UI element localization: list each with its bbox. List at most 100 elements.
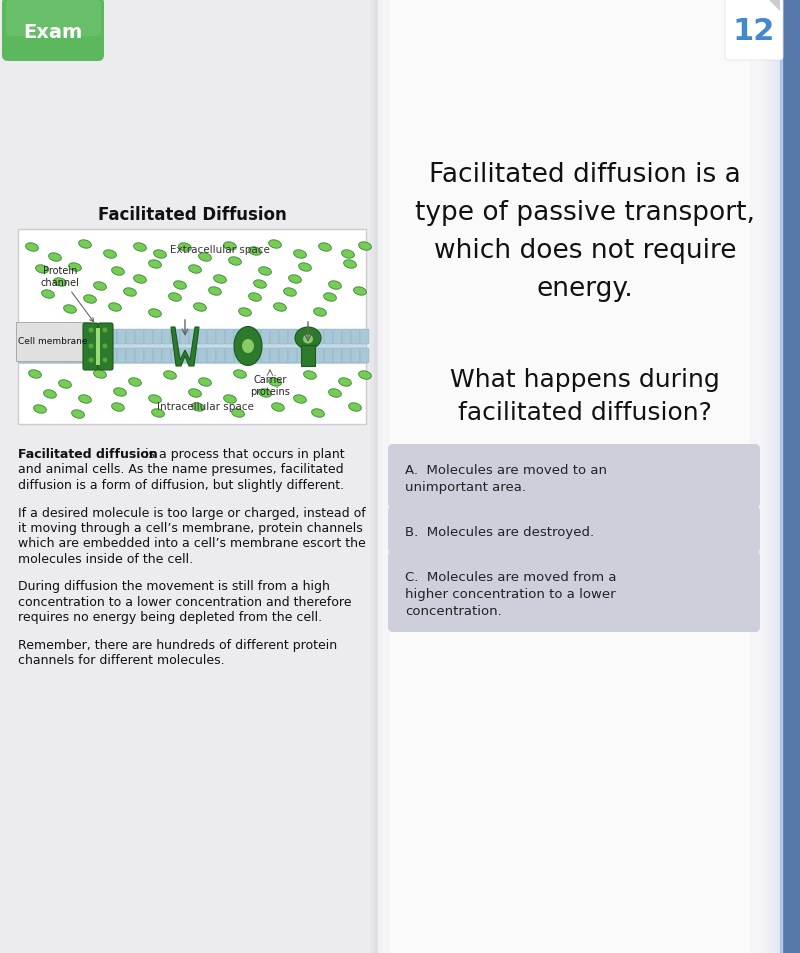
Bar <box>375 0 376 953</box>
Ellipse shape <box>284 289 296 297</box>
Ellipse shape <box>229 257 242 266</box>
FancyBboxPatch shape <box>36 330 45 345</box>
Text: Facilitated diffusion: Facilitated diffusion <box>18 448 158 460</box>
FancyBboxPatch shape <box>279 349 288 364</box>
FancyBboxPatch shape <box>297 349 306 364</box>
Text: facilitated diffusion?: facilitated diffusion? <box>458 400 712 424</box>
Text: energy.: energy. <box>537 275 634 302</box>
FancyBboxPatch shape <box>54 349 63 364</box>
Polygon shape <box>171 328 199 367</box>
Text: unimportant area.: unimportant area. <box>405 480 526 494</box>
Ellipse shape <box>134 275 146 284</box>
Ellipse shape <box>224 395 236 404</box>
Text: A.  Molecules are moved to an: A. Molecules are moved to an <box>405 463 607 476</box>
FancyBboxPatch shape <box>144 330 153 345</box>
FancyBboxPatch shape <box>108 330 117 345</box>
Text: Facilitated diffusion is a: Facilitated diffusion is a <box>429 162 741 188</box>
Ellipse shape <box>289 275 302 284</box>
Text: What happens during: What happens during <box>450 368 720 392</box>
Text: Cell membrane: Cell membrane <box>18 337 88 346</box>
FancyBboxPatch shape <box>54 330 63 345</box>
Ellipse shape <box>26 244 38 252</box>
FancyBboxPatch shape <box>342 330 351 345</box>
FancyBboxPatch shape <box>162 330 171 345</box>
Bar <box>771 0 772 953</box>
Bar <box>0 0 370 953</box>
Text: Facilitated Diffusion: Facilitated Diffusion <box>98 206 286 224</box>
FancyBboxPatch shape <box>315 330 324 345</box>
FancyBboxPatch shape <box>234 330 243 345</box>
FancyBboxPatch shape <box>306 330 315 345</box>
Bar <box>377 0 378 953</box>
Ellipse shape <box>169 294 182 302</box>
Text: C.  Molecules are moved from a: C. Molecules are moved from a <box>405 571 617 583</box>
Ellipse shape <box>338 378 351 387</box>
Text: 12: 12 <box>733 16 775 46</box>
FancyBboxPatch shape <box>90 330 99 345</box>
Text: Extracellular space: Extracellular space <box>170 245 270 254</box>
Ellipse shape <box>298 264 311 272</box>
Ellipse shape <box>234 371 246 378</box>
Bar <box>763 0 764 953</box>
Bar <box>783 0 800 953</box>
Bar <box>762 0 763 953</box>
Ellipse shape <box>258 390 271 397</box>
Bar <box>767 0 768 953</box>
FancyBboxPatch shape <box>388 552 760 633</box>
FancyBboxPatch shape <box>207 349 216 364</box>
Ellipse shape <box>198 378 211 387</box>
Text: which does not require: which does not require <box>434 237 736 264</box>
FancyBboxPatch shape <box>198 349 207 364</box>
Ellipse shape <box>272 403 284 412</box>
Ellipse shape <box>238 309 251 317</box>
Bar <box>764 0 765 953</box>
FancyBboxPatch shape <box>153 349 162 364</box>
Ellipse shape <box>84 295 96 304</box>
Bar <box>379 0 380 953</box>
Ellipse shape <box>42 291 54 299</box>
Text: concentration to a lower concentration and therefore: concentration to a lower concentration a… <box>18 596 351 608</box>
Ellipse shape <box>189 390 202 397</box>
FancyBboxPatch shape <box>135 330 144 345</box>
Ellipse shape <box>154 251 166 259</box>
FancyBboxPatch shape <box>36 349 45 364</box>
Ellipse shape <box>295 328 321 350</box>
Ellipse shape <box>329 390 342 397</box>
Text: diffusion is a form of diffusion, but slightly different.: diffusion is a form of diffusion, but sl… <box>18 478 344 492</box>
Ellipse shape <box>124 289 136 297</box>
FancyBboxPatch shape <box>27 349 36 364</box>
Ellipse shape <box>198 253 211 262</box>
Text: Exam: Exam <box>23 24 82 43</box>
Ellipse shape <box>109 303 122 312</box>
FancyBboxPatch shape <box>171 349 180 364</box>
Polygon shape <box>768 0 780 12</box>
Ellipse shape <box>294 251 306 259</box>
Ellipse shape <box>344 260 356 269</box>
Text: B.  Molecules are destroyed.: B. Molecules are destroyed. <box>405 525 594 538</box>
FancyBboxPatch shape <box>126 330 135 345</box>
Bar <box>774 0 775 953</box>
Bar <box>0 0 378 953</box>
FancyBboxPatch shape <box>144 349 153 364</box>
FancyBboxPatch shape <box>725 0 783 61</box>
FancyBboxPatch shape <box>252 349 261 364</box>
Ellipse shape <box>303 335 313 344</box>
Ellipse shape <box>102 344 107 349</box>
Text: Remember, there are hundreds of different protein: Remember, there are hundreds of differen… <box>18 639 337 651</box>
FancyBboxPatch shape <box>351 349 360 364</box>
FancyBboxPatch shape <box>45 330 54 345</box>
FancyBboxPatch shape <box>207 330 216 345</box>
Ellipse shape <box>102 328 107 334</box>
Ellipse shape <box>78 240 91 249</box>
Ellipse shape <box>269 378 282 387</box>
Text: and animal cells. As the name presumes, facilitated: and animal cells. As the name presumes, … <box>18 463 344 476</box>
FancyBboxPatch shape <box>288 330 297 345</box>
FancyBboxPatch shape <box>252 330 261 345</box>
Ellipse shape <box>49 253 62 262</box>
Ellipse shape <box>94 282 106 291</box>
FancyBboxPatch shape <box>243 330 252 345</box>
Text: During diffusion the movement is still from a high: During diffusion the movement is still f… <box>18 579 330 593</box>
Ellipse shape <box>254 280 266 289</box>
FancyBboxPatch shape <box>333 330 342 345</box>
Ellipse shape <box>224 242 236 251</box>
